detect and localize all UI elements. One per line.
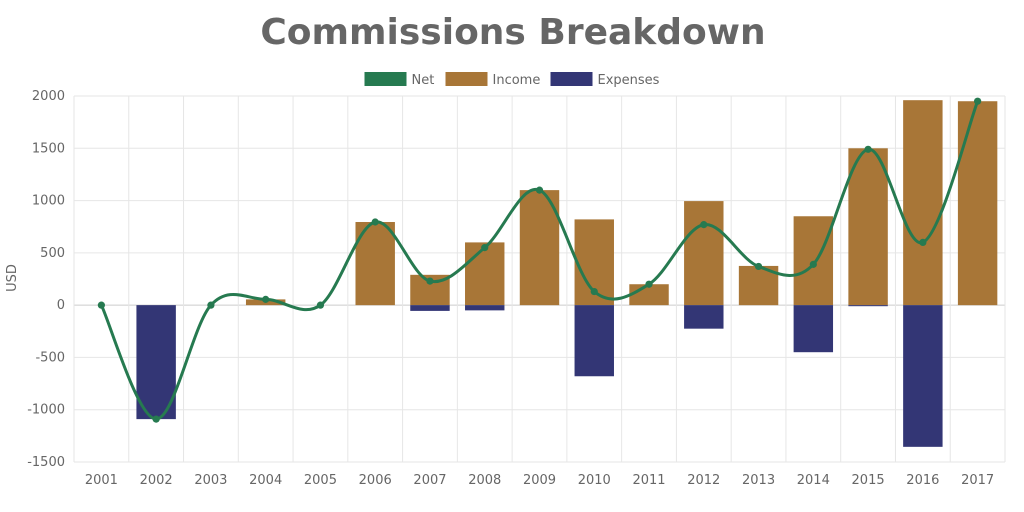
legend-label: Net xyxy=(412,73,435,88)
y-tick-label: 2000 xyxy=(32,89,65,104)
y-tick-label: 500 xyxy=(40,246,65,261)
x-tick-label: 2012 xyxy=(687,473,720,488)
bar-expenses xyxy=(903,305,943,447)
bar-income xyxy=(793,216,834,306)
y-axis-label: USD xyxy=(5,264,20,292)
net-point xyxy=(426,277,434,285)
net-point xyxy=(535,186,544,194)
x-tick-label: 2007 xyxy=(413,473,446,488)
x-tick-label: 2002 xyxy=(140,473,173,488)
x-axis-ticks: 2001 2002 2003 2004 2005 2006 2007 2008 2009 2010… xyxy=(85,473,994,488)
x-tick-label: 2017 xyxy=(961,473,994,488)
bar-expenses xyxy=(410,305,450,311)
net-point xyxy=(919,238,927,246)
net-line-path xyxy=(100,100,980,421)
gridlines xyxy=(73,95,1006,463)
net-point xyxy=(152,415,160,423)
x-tick-label: 2004 xyxy=(249,473,282,488)
net-point xyxy=(864,145,872,153)
x-tick-label: 2014 xyxy=(797,473,830,488)
legend-label: Expenses xyxy=(598,73,660,88)
bars xyxy=(136,100,998,447)
x-tick-label: 2003 xyxy=(194,473,227,488)
net-point xyxy=(97,301,105,309)
legend-item-expenses[interactable]: Expenses xyxy=(550,72,660,88)
bar-income xyxy=(903,100,943,306)
bar-expenses xyxy=(848,305,888,307)
y-tick-label: -1000 xyxy=(27,403,65,418)
y-tick-label: -1500 xyxy=(27,455,65,470)
x-tick-label: 2005 xyxy=(304,473,337,488)
net-point xyxy=(700,221,708,229)
x-tick-label: 2011 xyxy=(632,473,665,488)
bar-income xyxy=(519,190,560,306)
bar-expenses xyxy=(574,305,614,377)
y-tick-label: -500 xyxy=(35,350,65,365)
legend-item-net[interactable]: Net xyxy=(364,72,435,88)
bar-income xyxy=(957,101,998,306)
y-tick-label: 1000 xyxy=(32,194,65,209)
x-tick-label: 2006 xyxy=(359,473,392,488)
legend-swatch xyxy=(550,72,593,86)
bar-income xyxy=(684,201,724,306)
chart-title: Commissions Breakdown xyxy=(260,12,765,53)
bar-income xyxy=(848,148,888,306)
bar-income xyxy=(465,242,505,306)
net-point xyxy=(207,301,215,309)
y-tick-label: 0 xyxy=(57,298,65,313)
x-tick-label: 2009 xyxy=(523,473,556,488)
y-axis-ticks: 2000 1500 1000 500 0 -500 -1000 -1500 xyxy=(27,89,65,470)
legend-swatch xyxy=(364,72,407,86)
legend-item-income[interactable]: Income xyxy=(445,72,541,88)
net-point xyxy=(481,244,489,252)
net-point xyxy=(974,97,982,105)
bar-expenses xyxy=(465,305,505,311)
bar-expenses xyxy=(684,305,724,329)
legend: Net Income Expenses xyxy=(364,72,660,88)
legend-swatch xyxy=(445,72,488,86)
net-line xyxy=(97,97,982,423)
x-tick-label: 2001 xyxy=(85,473,118,488)
net-point xyxy=(371,218,379,226)
x-tick-label: 2008 xyxy=(468,473,501,488)
net-point xyxy=(754,262,763,271)
net-point xyxy=(316,301,325,309)
y-tick-label: 1500 xyxy=(32,141,65,156)
bar-expenses xyxy=(136,305,176,420)
bar-expenses xyxy=(793,305,834,353)
x-tick-label: 2010 xyxy=(578,473,611,488)
x-tick-label: 2013 xyxy=(742,473,775,488)
net-point xyxy=(645,280,653,288)
net-point xyxy=(809,260,817,268)
net-point xyxy=(590,287,598,296)
net-point xyxy=(262,295,270,303)
x-tick-label: 2016 xyxy=(906,473,939,488)
legend-label: Income xyxy=(493,73,541,88)
x-tick-label: 2015 xyxy=(852,473,885,488)
